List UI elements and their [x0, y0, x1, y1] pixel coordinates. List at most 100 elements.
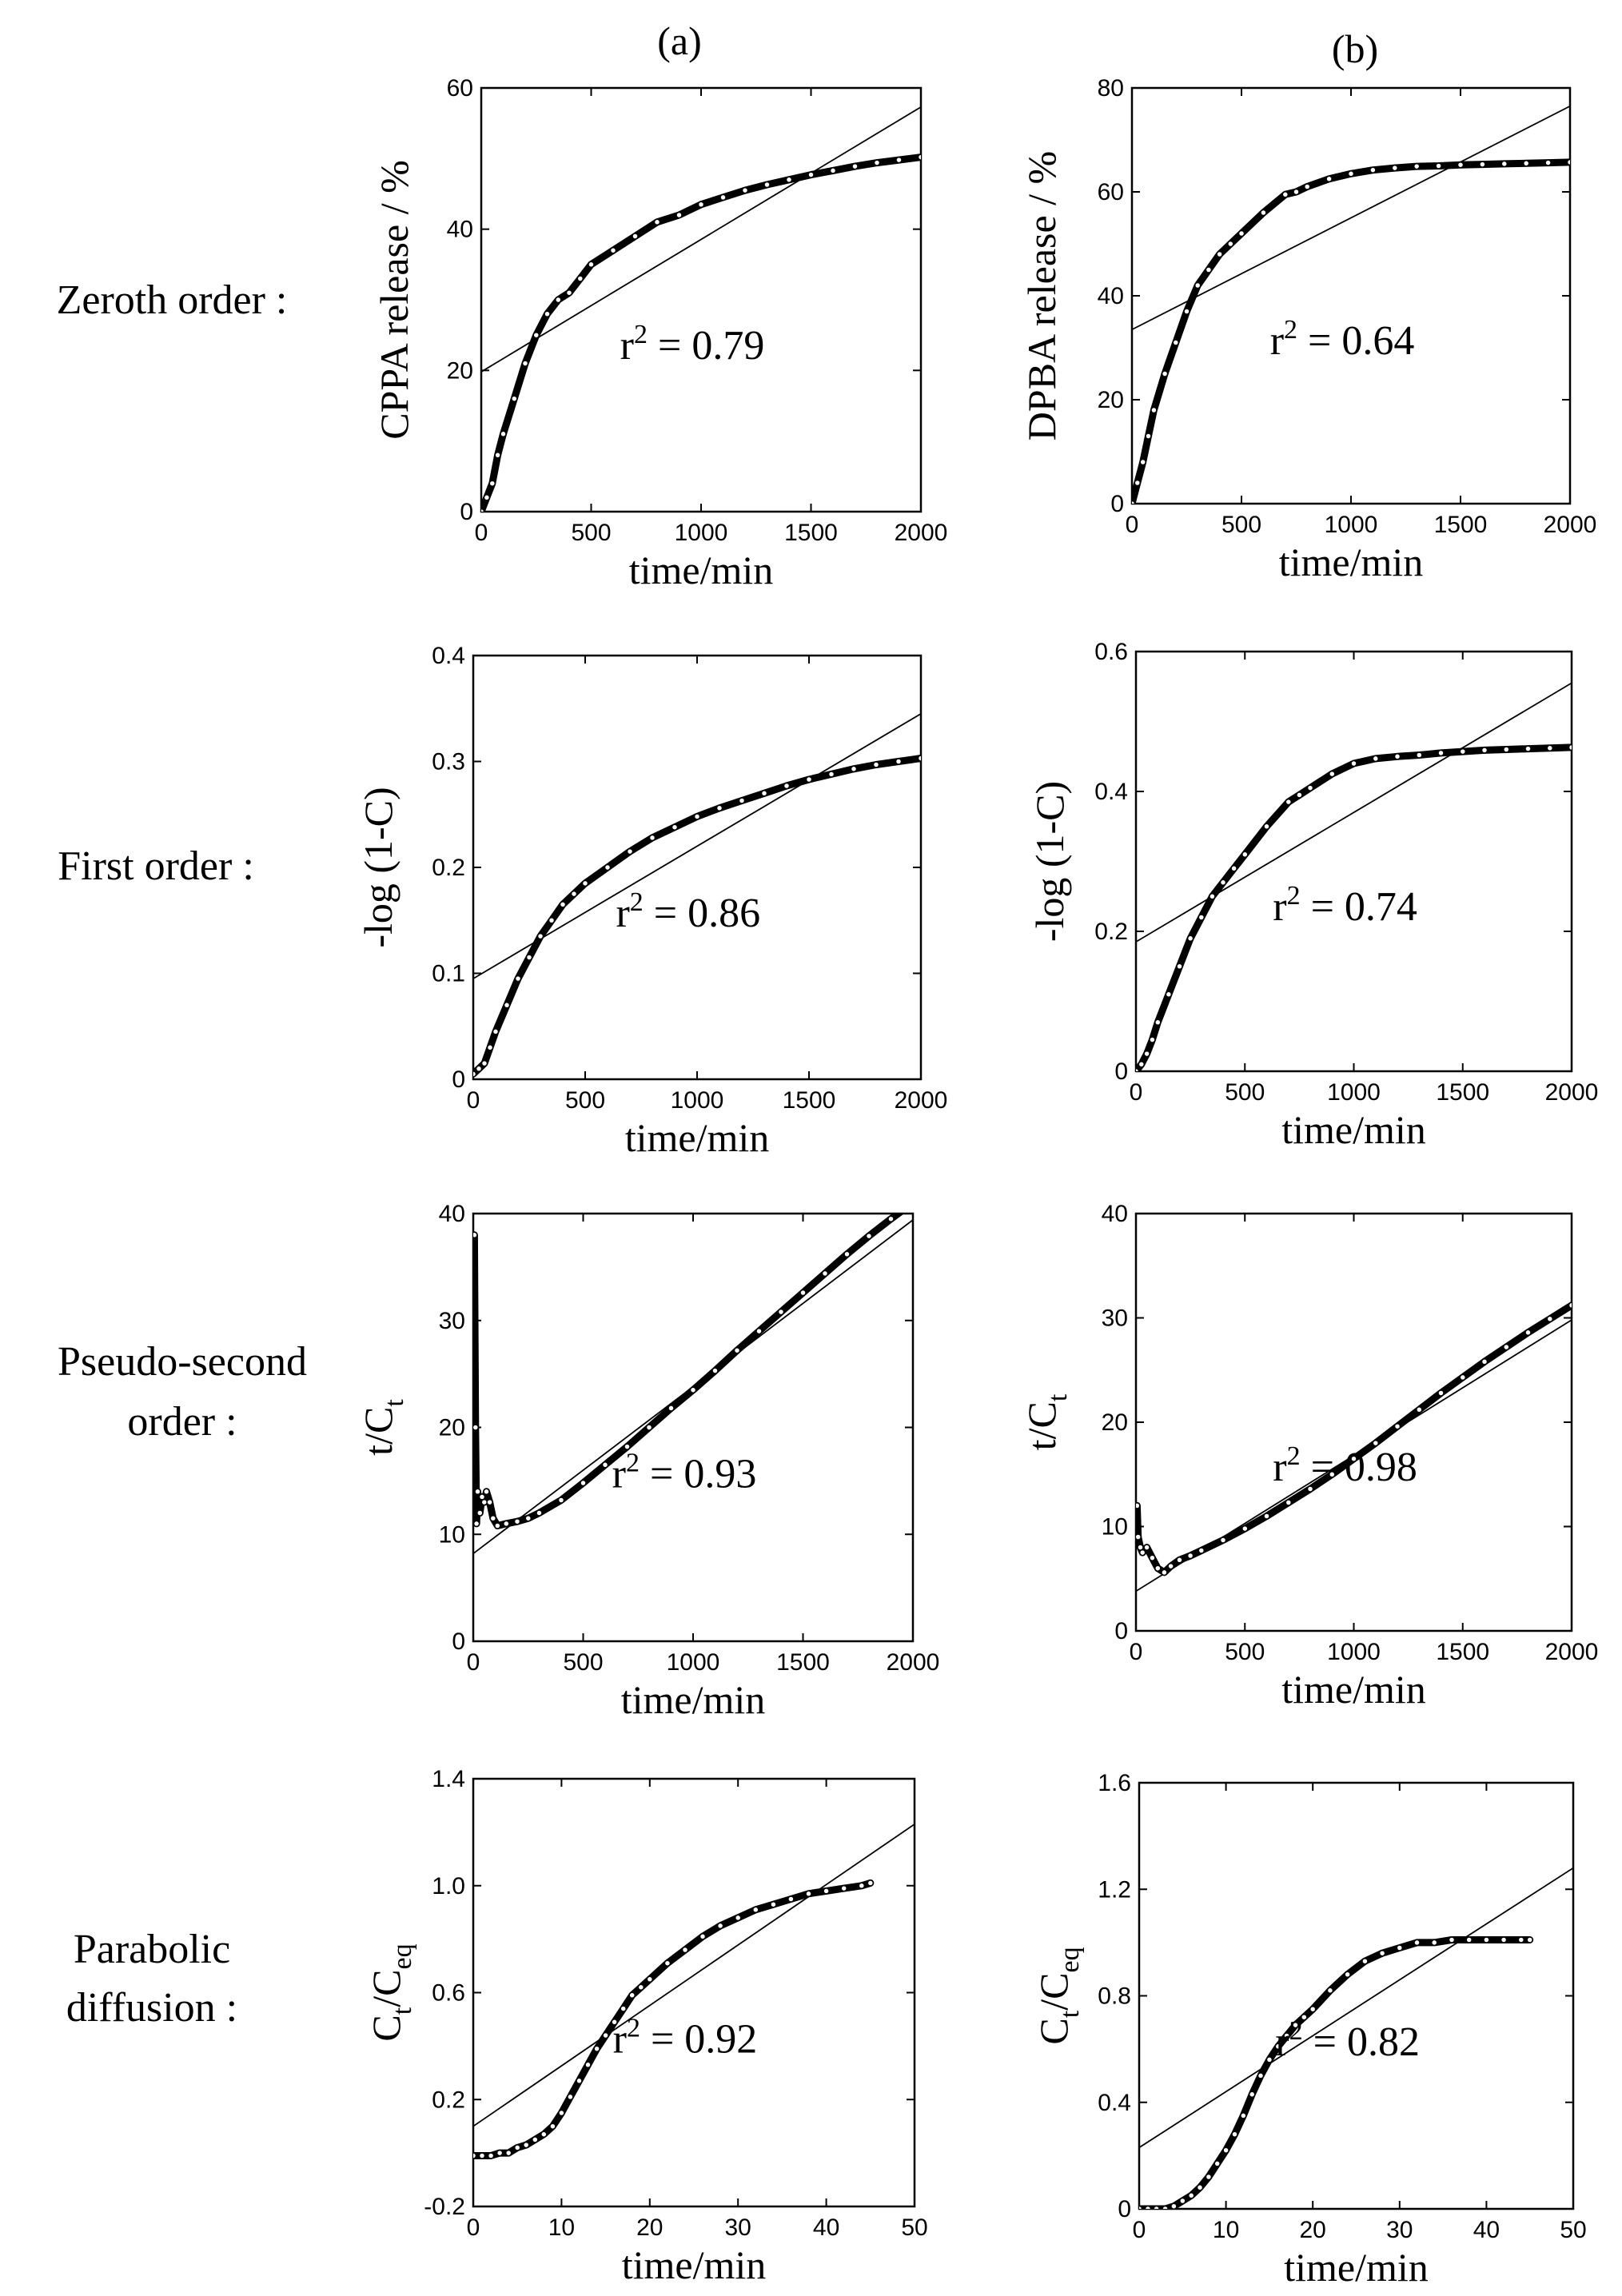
chart-zeroth-a: 0 500 1000 1500 2000 0 20 40 60 time/min CPPA rele…	[372, 75, 947, 592]
data-point	[1293, 188, 1300, 196]
x-tick-label: 0	[1133, 2217, 1146, 2243]
data-point	[584, 2061, 592, 2069]
data-point	[632, 233, 639, 240]
y-axis-label: Ct/Ceq	[364, 1943, 417, 2041]
data-point	[1139, 458, 1146, 466]
data-point	[1143, 1050, 1150, 1058]
plot-frame	[1134, 650, 1573, 1073]
data-point	[805, 1890, 812, 1898]
data-point	[532, 2136, 539, 2143]
data-point	[1546, 744, 1554, 752]
y-tick-label: 0.4	[432, 643, 465, 669]
data-point	[620, 2005, 627, 2012]
x-tick-label: 40	[1473, 2217, 1500, 2243]
data-point	[1326, 1987, 1334, 1995]
data-point	[1526, 1936, 1533, 1943]
data-point	[760, 790, 768, 797]
data-point	[752, 1906, 759, 1914]
y-tick-label: 40	[447, 217, 473, 243]
data-point	[1240, 2112, 1247, 2119]
data-point	[865, 1232, 873, 1240]
x-tick-label: 50	[901, 2214, 927, 2241]
x-tick-label: 20	[636, 2214, 663, 2241]
data-point	[777, 1308, 785, 1316]
data-point	[1568, 743, 1572, 751]
data-point	[1503, 746, 1510, 753]
data-point	[1139, 2205, 1143, 2209]
y-tick-label: 1.0	[432, 1873, 465, 1899]
data-point	[1186, 935, 1194, 943]
data-point	[763, 181, 771, 189]
plot-frame	[472, 654, 923, 1081]
data-point	[544, 310, 551, 317]
row-label-pseudo-line1: Pseudo-second	[58, 1339, 307, 1385]
y-tick-label: 0	[1118, 2196, 1131, 2222]
y-tick-label: 0.6	[1094, 639, 1128, 665]
data-point	[483, 1488, 490, 1496]
data-point	[1517, 1936, 1525, 1943]
data-point	[1283, 2032, 1290, 2039]
data-point	[693, 813, 701, 820]
data-point	[770, 1900, 777, 1908]
x-tick-label: 0	[467, 1649, 480, 1676]
data-point	[1344, 1971, 1351, 1979]
x-tick-label: 0	[467, 1087, 480, 1114]
x-tick-label: 1500	[1436, 1639, 1489, 1665]
data-point	[1230, 865, 1237, 872]
y-axis-label: CPPA release / %	[372, 160, 416, 440]
data-point	[699, 1933, 707, 1940]
data-point	[1285, 1499, 1293, 1506]
data-point	[500, 430, 507, 438]
data-point	[1350, 1455, 1357, 1462]
data-point	[1393, 753, 1401, 760]
data-point	[1205, 266, 1213, 273]
x-tick-label: 2000	[895, 520, 948, 546]
y-tick-label: 0.4	[1098, 2090, 1131, 2116]
data-point	[715, 804, 723, 812]
data-point	[1237, 229, 1245, 237]
data-series-line	[473, 1879, 875, 2159]
data-point	[1566, 158, 1570, 166]
y-axis-label: -log (1-C)	[356, 787, 401, 947]
data-point	[565, 289, 573, 297]
data-point	[821, 1270, 829, 1278]
data-point	[645, 1424, 653, 1431]
data-point	[872, 761, 880, 768]
data-point	[504, 2149, 512, 2157]
data-point	[840, 1884, 847, 1892]
data-point	[851, 162, 859, 170]
data-point	[1241, 851, 1249, 859]
data-point	[473, 1424, 480, 1431]
x-tick-label: 10	[548, 2214, 575, 2241]
x-tick-label: 1000	[667, 1649, 720, 1676]
x-tick-label: 500	[1225, 1079, 1265, 1106]
data-point	[473, 1070, 477, 1078]
data-point	[580, 1479, 587, 1487]
data-point	[827, 771, 835, 778]
data-point	[611, 2019, 618, 2026]
data-point	[1459, 747, 1467, 755]
data-point	[1265, 2056, 1273, 2063]
y-tick-label: 0.2	[432, 855, 465, 881]
data-point	[1413, 162, 1421, 170]
data-point	[911, 1200, 916, 1206]
y-axis-label: Ct/Ceq	[1031, 1947, 1085, 2044]
data-point	[581, 879, 589, 887]
data-point	[624, 1443, 631, 1450]
y-tick-label: 40	[1102, 1201, 1128, 1227]
data-point	[637, 1983, 645, 1991]
y-tick-label: 10	[439, 1521, 465, 1548]
y-tick-label: 40	[439, 1201, 465, 1227]
labels-layer: (a) (b) Zeroth order : First order : Pse…	[57, 18, 1379, 2031]
data-point	[1198, 914, 1206, 921]
data-point	[1285, 798, 1293, 806]
data-point	[473, 1520, 480, 1528]
plot-frame	[1134, 1212, 1573, 1632]
data-point	[733, 1346, 741, 1354]
y-tick-label: 80	[1098, 75, 1124, 102]
x-tick-label: 1500	[1436, 1079, 1489, 1106]
data-point	[1544, 159, 1552, 166]
x-axis-label: time/min	[1281, 1667, 1426, 1712]
data-point	[1260, 209, 1267, 217]
